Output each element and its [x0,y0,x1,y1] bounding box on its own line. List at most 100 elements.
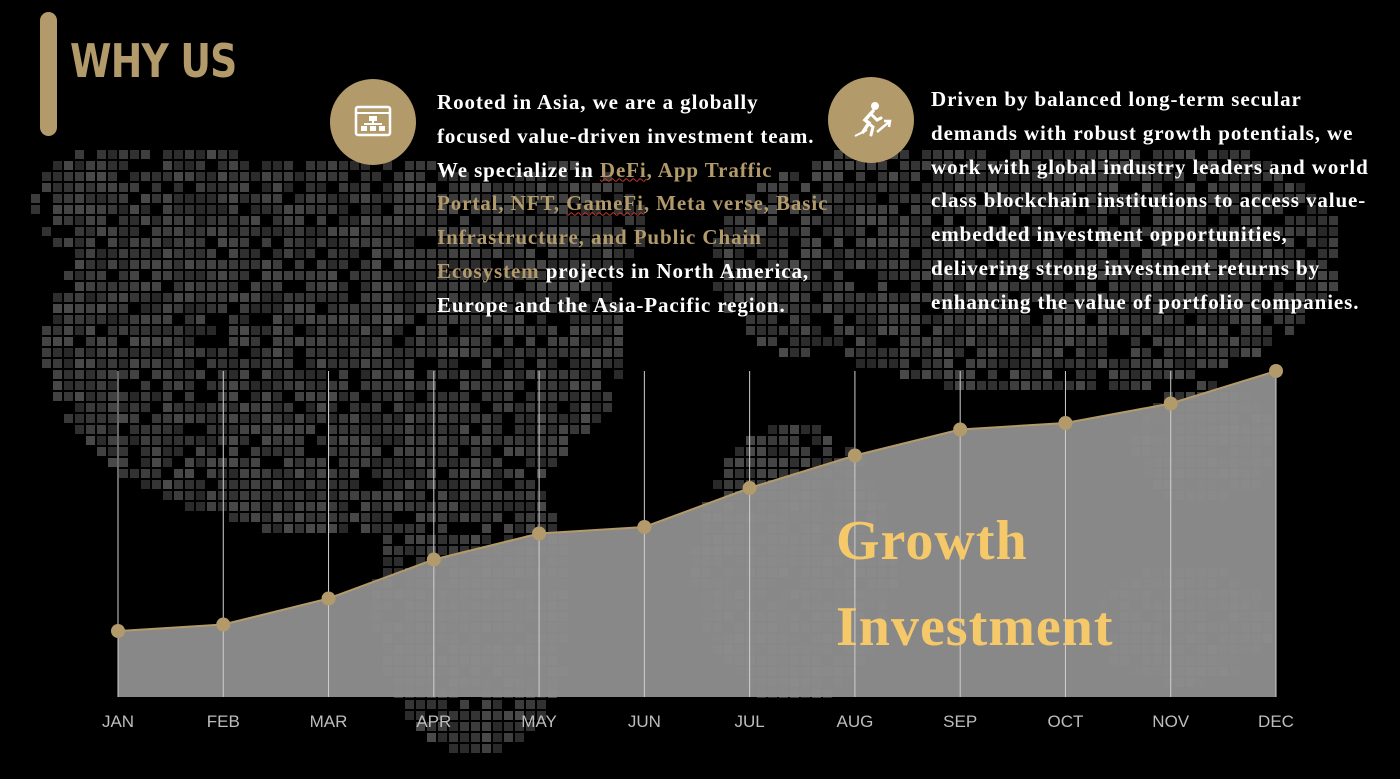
map-dot [845,326,854,335]
map-dot [1043,381,1052,390]
map-dot [240,183,249,192]
map-dot [966,249,975,258]
map-dot [834,150,843,159]
map-dot [185,315,194,324]
map-dot [1175,183,1184,192]
map-dot [460,227,469,236]
map-dot [174,216,183,225]
map-dot [1032,293,1041,302]
map-dot [735,216,744,225]
map-dot [361,194,370,203]
map-dot [1065,359,1074,368]
map-dot [97,337,106,346]
map-dot [427,161,436,170]
map-dot [317,414,326,423]
map-dot [416,227,425,236]
map-dot [955,205,964,214]
map-dot [317,194,326,203]
map-dot [724,227,733,236]
map-dot [1219,348,1228,357]
map-dot [581,392,590,401]
map-dot [317,315,326,324]
map-dot [339,524,348,533]
map-dot [570,271,579,280]
map-dot [229,392,238,401]
map-dot [559,282,568,291]
map-dot [130,150,139,159]
map-dot [1076,282,1085,291]
map-dot [174,414,183,423]
month-label: FEB [207,712,240,731]
map-dot [361,491,370,500]
map-dot [229,161,238,170]
map-dot [867,238,876,247]
map-dot [372,447,381,456]
map-dot [1032,348,1041,357]
map-dot [130,359,139,368]
map-dot [328,491,337,500]
map-dot [207,304,216,313]
map-dot [1087,370,1096,379]
map-dot [438,425,447,434]
map-dot [988,161,997,170]
map-dot [86,414,95,423]
map-dot [1131,205,1140,214]
map-dot [372,172,381,181]
map-dot [416,711,425,720]
map-dot [262,425,271,434]
map-dot [581,359,590,368]
map-dot [405,502,414,511]
map-dot [339,469,348,478]
map-dot [746,227,755,236]
map-dot [966,227,975,236]
map-dot [86,304,95,313]
map-dot [438,392,447,401]
map-dot [801,249,810,258]
map-dot [977,271,986,280]
map-dot [339,458,348,467]
map-dot [86,392,95,401]
map-dot [273,271,282,280]
map-dot [1142,282,1151,291]
map-dot [966,260,975,269]
map-dot [449,205,458,214]
map-dot [1219,326,1228,335]
map-dot [790,458,799,467]
map-dot [163,359,172,368]
map-dot [141,172,150,181]
map-dot [64,348,73,357]
map-dot [1120,293,1129,302]
map-dot [1076,326,1085,335]
map-dot [207,447,216,456]
map-dot [97,414,106,423]
map-dot [812,425,821,434]
map-dot [185,172,194,181]
map-dot [482,227,491,236]
map-dot [317,502,326,511]
map-dot [416,304,425,313]
map-dot [64,161,73,170]
map-dot [713,238,722,247]
map-dot [999,249,1008,258]
map-dot [1043,238,1052,247]
map-dot [196,491,205,500]
map-dot [1164,282,1173,291]
map-dot [471,480,480,489]
map-dot [1197,293,1206,302]
map-dot [350,359,359,368]
map-dot [361,227,370,236]
map-dot [174,249,183,258]
map-dot [350,348,359,357]
map-dot [218,227,227,236]
map-dot [1087,348,1096,357]
map-dot [427,348,436,357]
map-dot [592,392,601,401]
map-dot [394,315,403,324]
map-dot [636,216,645,225]
map-dot [966,161,975,170]
map-dot [471,722,480,731]
map-dot [438,337,447,346]
map-dot [1241,315,1250,324]
map-dot [1186,348,1195,357]
map-dot [1208,348,1217,357]
